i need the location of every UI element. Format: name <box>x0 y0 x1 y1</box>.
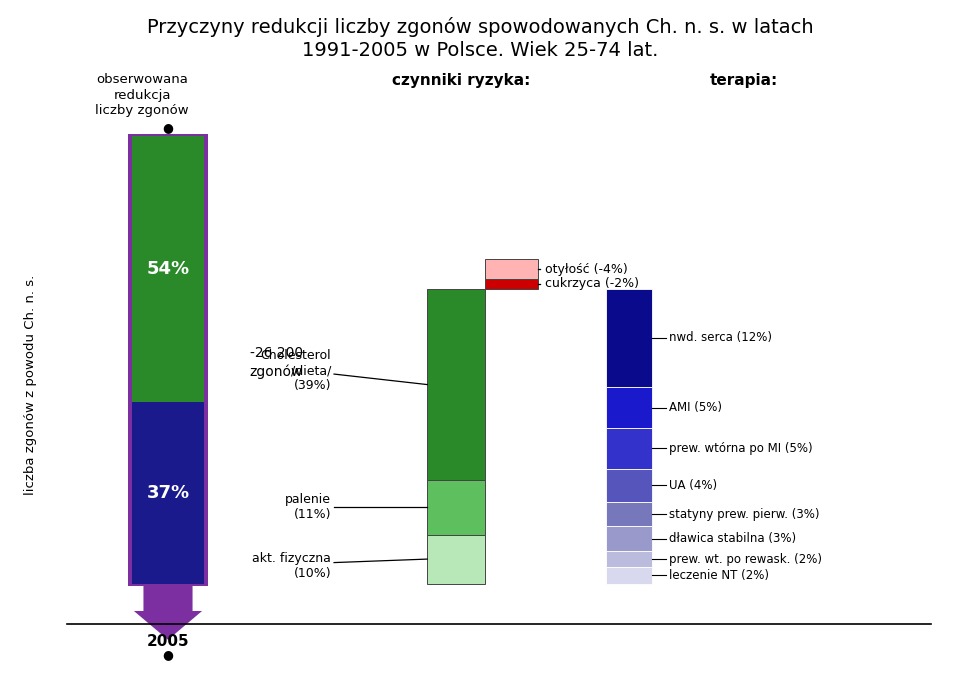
Text: obserwowana: obserwowana <box>96 73 188 87</box>
Text: liczba zgonów z powodu Ch. n. s.: liczba zgonów z powodu Ch. n. s. <box>24 274 37 495</box>
Text: prew. wtórna po MI (5%): prew. wtórna po MI (5%) <box>669 442 813 455</box>
Text: dławica stabilna (3%): dławica stabilna (3%) <box>669 532 796 545</box>
Text: AMI (5%): AMI (5%) <box>669 401 722 414</box>
Text: cukrzyca (-2%): cukrzyca (-2%) <box>545 278 639 290</box>
Text: Przyczyny redukcji liczby zgonów spowodowanych Ch. n. s. w latach: Przyczyny redukcji liczby zgonów spowodo… <box>147 17 813 38</box>
Text: 1991-2005 w Polsce. Wiek 25-74 lat.: 1991-2005 w Polsce. Wiek 25-74 lat. <box>301 41 659 59</box>
Text: palenie
(11%): palenie (11%) <box>285 493 331 521</box>
Text: zgonów: zgonów <box>250 365 303 379</box>
Text: ●: ● <box>162 648 174 661</box>
Text: 54%: 54% <box>147 260 189 278</box>
Text: liczby zgonów: liczby zgonów <box>95 104 189 117</box>
Text: prew. wt. po rewask. (2%): prew. wt. po rewask. (2%) <box>669 553 822 565</box>
Text: akt. fizyczna
(10%): akt. fizyczna (10%) <box>252 552 331 580</box>
Text: 37%: 37% <box>147 484 189 502</box>
Text: ●: ● <box>162 121 174 134</box>
Text: UA (4%): UA (4%) <box>669 479 717 492</box>
Text: otyłość (-4%): otyłość (-4%) <box>545 263 628 275</box>
Text: redukcja: redukcja <box>113 89 171 102</box>
Text: terapia:: terapia: <box>709 73 779 88</box>
Text: Cholesterol
/dieta/
(39%): Cholesterol /dieta/ (39%) <box>260 349 331 392</box>
Text: czynniki ryzyka:: czynniki ryzyka: <box>392 73 530 88</box>
Text: nwd. serca (12%): nwd. serca (12%) <box>669 331 772 345</box>
Text: leczenie NT (2%): leczenie NT (2%) <box>669 569 769 582</box>
FancyArrow shape <box>133 579 202 640</box>
Text: 2005: 2005 <box>147 634 189 649</box>
Text: -26 200: -26 200 <box>250 346 302 360</box>
Text: statyny prew. pierw. (3%): statyny prew. pierw. (3%) <box>669 507 820 521</box>
